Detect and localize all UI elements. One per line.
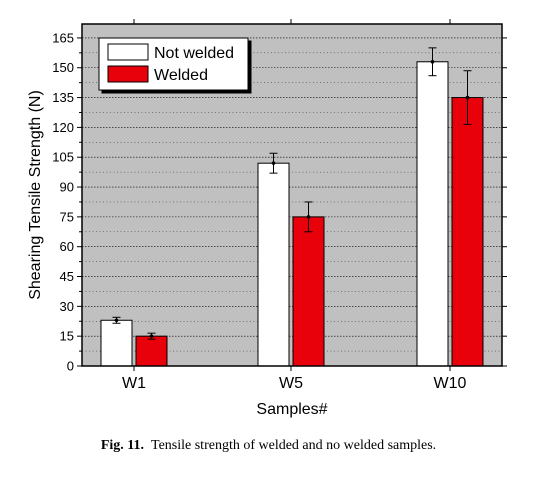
y-axis-title: Shearing Tensile Strength (N)	[27, 90, 44, 300]
error-bar	[463, 70, 472, 125]
error-bar	[147, 332, 156, 340]
legend-label: Not welded	[154, 45, 234, 62]
x-category-label: W5	[279, 375, 303, 392]
legend-label: Welded	[154, 67, 208, 84]
error-bar	[112, 316, 121, 324]
y-tick-label: 0	[67, 359, 74, 374]
y-tick-label: 15	[60, 329, 74, 344]
error-bar	[304, 201, 313, 233]
caption-text: Tensile strength of welded and no welded…	[151, 438, 437, 453]
bar-not-welded-w10	[416, 61, 449, 367]
plot-frame	[81, 23, 503, 367]
y-tick-label: 165	[52, 30, 74, 45]
error-bar	[428, 47, 437, 77]
axes: 0 15 30 45 60 75 90 105 120 135 150 165 W1 W5 W10	[52, 19, 507, 392]
bar-welded-w5	[292, 216, 325, 367]
x-category-label: W10	[434, 375, 467, 392]
error-bar	[269, 152, 278, 174]
bar-not-welded-w5	[257, 162, 290, 367]
x-category-label: W1	[122, 375, 146, 392]
legend: Not welded Welded	[98, 37, 249, 91]
bars	[100, 47, 484, 367]
y-tick-label: 105	[52, 150, 74, 165]
y-tick-label: 120	[52, 120, 74, 135]
y-tick-label: 45	[60, 269, 74, 284]
bar-welded-w1	[135, 335, 168, 367]
legend-swatch	[107, 65, 149, 83]
y-tick-label: 75	[60, 209, 74, 224]
legend-swatch	[107, 43, 149, 61]
y-tick-label: 135	[52, 90, 74, 105]
y-tick-label: 30	[60, 299, 74, 314]
x-axis-title: Samples#	[256, 401, 327, 418]
caption-label: Fig. 11.	[100, 438, 144, 453]
bar-welded-w10	[451, 97, 484, 367]
y-tick-label: 90	[60, 180, 74, 195]
bar-not-welded-w1	[100, 319, 133, 367]
y-tick-label: 150	[52, 60, 74, 75]
y-tick-label: 60	[60, 239, 74, 254]
figure-caption: Fig. 11. Tensile strength of welded and …	[0, 438, 537, 454]
